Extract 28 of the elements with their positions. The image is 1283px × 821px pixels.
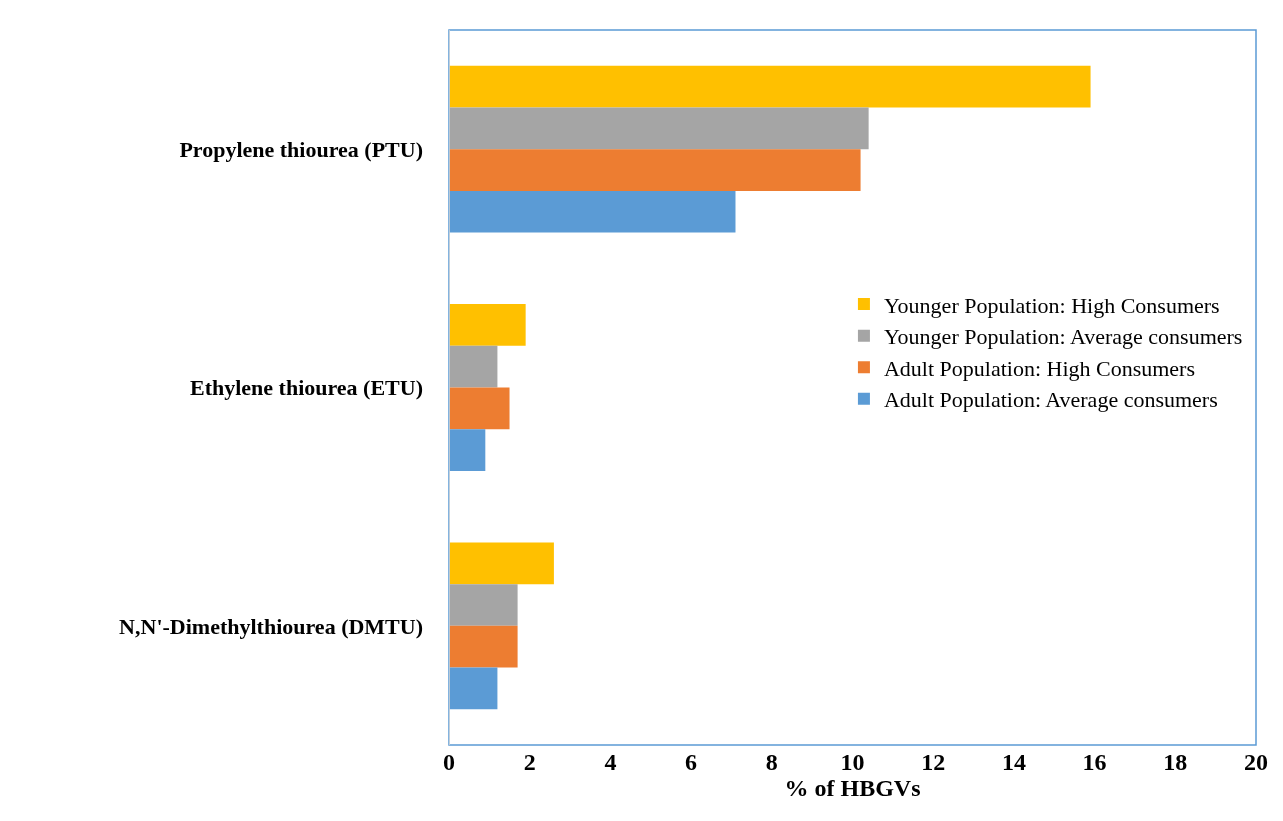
legend-label: Younger Population: High Consumers	[883, 292, 1220, 318]
x-tick-label: 18	[1163, 749, 1188, 775]
bar	[449, 387, 510, 430]
legend-label: Adult Population: High Consumers	[883, 355, 1195, 381]
x-tick-label: 14	[1001, 749, 1026, 775]
bar	[449, 584, 518, 626]
x-tick-label: 16	[1082, 749, 1107, 775]
x-tick-label: 4	[604, 749, 617, 775]
y-tick-label: N,N'-Dimethylthiourea (DMTU)	[119, 613, 423, 639]
x-tick-label: 0	[443, 749, 455, 775]
bar	[449, 107, 869, 150]
bar	[449, 625, 518, 668]
bar	[449, 65, 1091, 108]
legend-label: Adult Population: Average consumers	[883, 387, 1218, 413]
x-axis-title: % of HBGVs	[784, 775, 921, 801]
bar	[449, 345, 498, 388]
legend-label: Younger Population: Average consumers	[883, 324, 1243, 350]
bar	[449, 149, 861, 191]
bar	[449, 542, 554, 585]
x-tick-label: 12	[921, 749, 946, 775]
x-tick-label: 6	[685, 749, 698, 775]
x-tick-label: 2	[523, 749, 536, 775]
x-tick-label: 8	[765, 749, 778, 775]
y-tick-label: Propylene thiourea (PTU)	[179, 136, 423, 162]
x-tick-label: 10	[840, 749, 865, 775]
bar	[449, 304, 526, 346]
x-tick-label: 20	[1244, 749, 1268, 775]
y-tick-label: Ethylene thiourea (ETU)	[189, 375, 423, 401]
